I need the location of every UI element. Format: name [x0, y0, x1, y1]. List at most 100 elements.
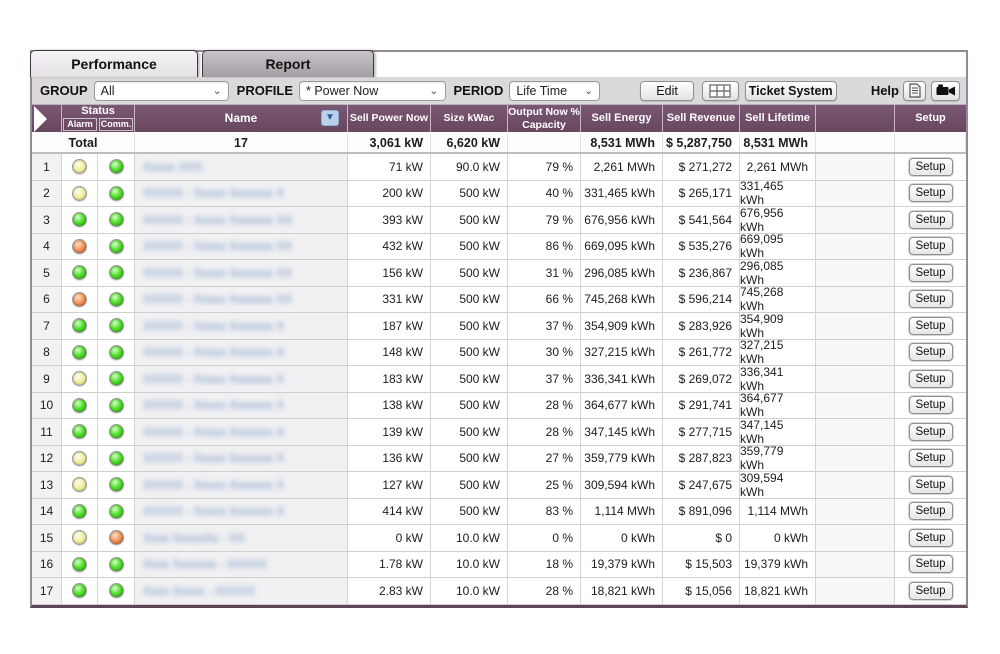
- period-select[interactable]: Life Time ⌄: [509, 80, 601, 101]
- name-sort-button[interactable]: ▼: [321, 110, 339, 126]
- help-document-button[interactable]: [902, 80, 927, 101]
- comm-status-light-green[interactable]: [108, 477, 124, 493]
- alarm-status-light-green[interactable]: [72, 344, 87, 360]
- alarm-status-light-yellow[interactable]: [72, 185, 87, 201]
- setup-button[interactable]: Setup: [908, 290, 953, 309]
- setup-button[interactable]: Setup: [908, 528, 953, 547]
- site-name-cell[interactable]: XXXXX - Xxxxx Xxxxxxx XX: [135, 260, 348, 286]
- alarm-status-light-green[interactable]: [72, 556, 87, 572]
- site-name-cell[interactable]: XXXXX - Xxxxx Xxxxxxx X: [135, 313, 348, 339]
- alarm-status-light-green[interactable]: [72, 265, 87, 281]
- comm-status-light-green[interactable]: [108, 212, 124, 228]
- comm-status-light-green[interactable]: [108, 450, 124, 466]
- setup-button[interactable]: Setup: [908, 475, 953, 494]
- alarm-status-light-orange[interactable]: [72, 238, 87, 254]
- site-name-cell[interactable]: Xxxx Xxxxx - XXXXX: [135, 578, 348, 604]
- setup-button[interactable]: Setup: [908, 237, 953, 256]
- alarm-status-light-yellow[interactable]: [72, 371, 87, 387]
- setup-button[interactable]: Setup: [908, 369, 953, 388]
- site-name-cell[interactable]: XXXXX - Xxxxx Xxxxxxx XX: [135, 286, 348, 312]
- edit-button[interactable]: Edit: [640, 80, 694, 101]
- sell-power-value: 432 kW: [348, 233, 431, 259]
- sell-power-value: 71 kW: [348, 154, 431, 180]
- alarm-status-light-green[interactable]: [72, 583, 87, 599]
- alarm-status-cell: [62, 445, 98, 471]
- site-name-cell[interactable]: XXXXX - Xxxxx Xxxxxxx X: [135, 339, 348, 365]
- alarm-status-light-green[interactable]: [72, 424, 87, 440]
- site-name-cell[interactable]: Xxxx Xxxxxxx - XXXXX: [135, 551, 348, 577]
- alarm-status-light-green[interactable]: [72, 318, 87, 334]
- comm-status-cell: [98, 286, 135, 312]
- sell-energy-value: 309,594 kWh: [581, 472, 663, 498]
- table-row: 5 XXXXX - Xxxxx Xxxxxxx XX 156 kW 500 kW 31 …: [32, 259, 966, 287]
- comm-status-light-green[interactable]: [108, 159, 124, 175]
- sell-revenue-value: $ 283,926: [663, 313, 740, 339]
- alarm-status-light-yellow[interactable]: [72, 477, 87, 493]
- site-name-cell[interactable]: XXXXX - Xxxxx Xxxxxxx XX: [135, 207, 348, 233]
- tab-report[interactable]: Report: [202, 50, 374, 77]
- comm-status-cell: [98, 419, 135, 445]
- comm-status-light-green[interactable]: [108, 318, 124, 334]
- site-name-cell[interactable]: XXXXX - Xxxxx Xxxxxxx X: [135, 366, 348, 392]
- comm-status-light-green[interactable]: [108, 371, 124, 387]
- site-name-cell[interactable]: XXXXX - Xxxxx Xxxxxxx XX: [135, 233, 348, 259]
- alarm-status-light-green[interactable]: [72, 397, 87, 413]
- comm-status-light-green[interactable]: [108, 185, 124, 201]
- help-video-button[interactable]: [931, 80, 960, 101]
- site-name-cell[interactable]: XXXXX - Xxxxx Xxxxxxx X: [135, 180, 348, 206]
- setup-button[interactable]: Setup: [908, 263, 953, 282]
- setup-button[interactable]: Setup: [908, 184, 953, 203]
- ticket-system-button[interactable]: Ticket System: [744, 80, 837, 101]
- tab-performance[interactable]: Performance: [30, 50, 198, 77]
- comm-status-light-green[interactable]: [108, 291, 124, 307]
- comm-status-light-green[interactable]: [108, 424, 124, 440]
- setup-button[interactable]: Setup: [908, 316, 953, 335]
- alarm-status-light-yellow[interactable]: [72, 159, 87, 175]
- comm-status-light-green[interactable]: [108, 583, 124, 599]
- comm-status-light-green[interactable]: [108, 503, 124, 519]
- blank-cell: [816, 207, 895, 233]
- setup-button[interactable]: Setup: [908, 502, 953, 521]
- comm-status-light-green[interactable]: [108, 556, 124, 572]
- setup-button[interactable]: Setup: [908, 581, 953, 600]
- comm-status-light-green[interactable]: [108, 344, 124, 360]
- comm-status-light-green[interactable]: [108, 265, 124, 281]
- comm-status-light-green[interactable]: [108, 397, 124, 413]
- comm-status-light-green[interactable]: [108, 238, 124, 254]
- setup-button[interactable]: Setup: [908, 396, 953, 415]
- site-name-cell[interactable]: XXXXX - Xxxxx Xxxxxxx X: [135, 498, 348, 524]
- comm-status-light-orange[interactable]: [108, 530, 124, 546]
- total-revenue: $ 5,287,750: [663, 133, 740, 152]
- setup-header: Setup: [915, 112, 946, 125]
- sell-lifetime-value: 676,956 kWh: [740, 206, 816, 234]
- site-name-cell[interactable]: XXXXX - Xxxxx Xxxxxxx X: [135, 445, 348, 471]
- setup-button[interactable]: Setup: [908, 555, 953, 574]
- comm-status-cell: [98, 313, 135, 339]
- site-name-redacted: Xxxxx XXX: [143, 159, 203, 174]
- setup-button[interactable]: Setup: [908, 343, 953, 362]
- site-name-cell[interactable]: Xxxxx XXX: [135, 154, 348, 180]
- alarm-status-light-orange[interactable]: [72, 291, 87, 307]
- setup-button[interactable]: Setup: [908, 422, 953, 441]
- site-name-cell[interactable]: XXXXX - Xxxxx Xxxxxxx X: [135, 419, 348, 445]
- sell-revenue-value: $ 236,867: [663, 260, 740, 286]
- name-header-label: Name: [224, 110, 258, 125]
- alarm-status-cell: [62, 551, 98, 577]
- alarm-status-light-green[interactable]: [72, 503, 87, 519]
- alarm-status-light-green[interactable]: [72, 212, 87, 228]
- alarm-status-light-yellow[interactable]: [72, 530, 87, 546]
- size-value: 500 kW: [431, 339, 508, 365]
- setup-button[interactable]: Setup: [908, 157, 953, 176]
- table-view-button[interactable]: [702, 80, 739, 101]
- setup-button[interactable]: Setup: [908, 210, 953, 229]
- setup-button[interactable]: Setup: [908, 449, 953, 468]
- group-select[interactable]: All ⌄: [93, 80, 229, 101]
- output-percent-value: 79 %: [508, 154, 581, 180]
- alarm-status-light-yellow[interactable]: [72, 450, 87, 466]
- profile-select[interactable]: * Power Now ⌄: [299, 80, 446, 101]
- site-name-cell[interactable]: Xxxx XxxxxXx - XX: [135, 525, 348, 551]
- total-blank: [816, 133, 895, 152]
- site-name-cell[interactable]: XXXXX - Xxxxx Xxxxxxx X: [135, 392, 348, 418]
- site-name-cell[interactable]: XXXXX - Xxxxx Xxxxxxx X: [135, 472, 348, 498]
- size-value: 500 kW: [431, 233, 508, 259]
